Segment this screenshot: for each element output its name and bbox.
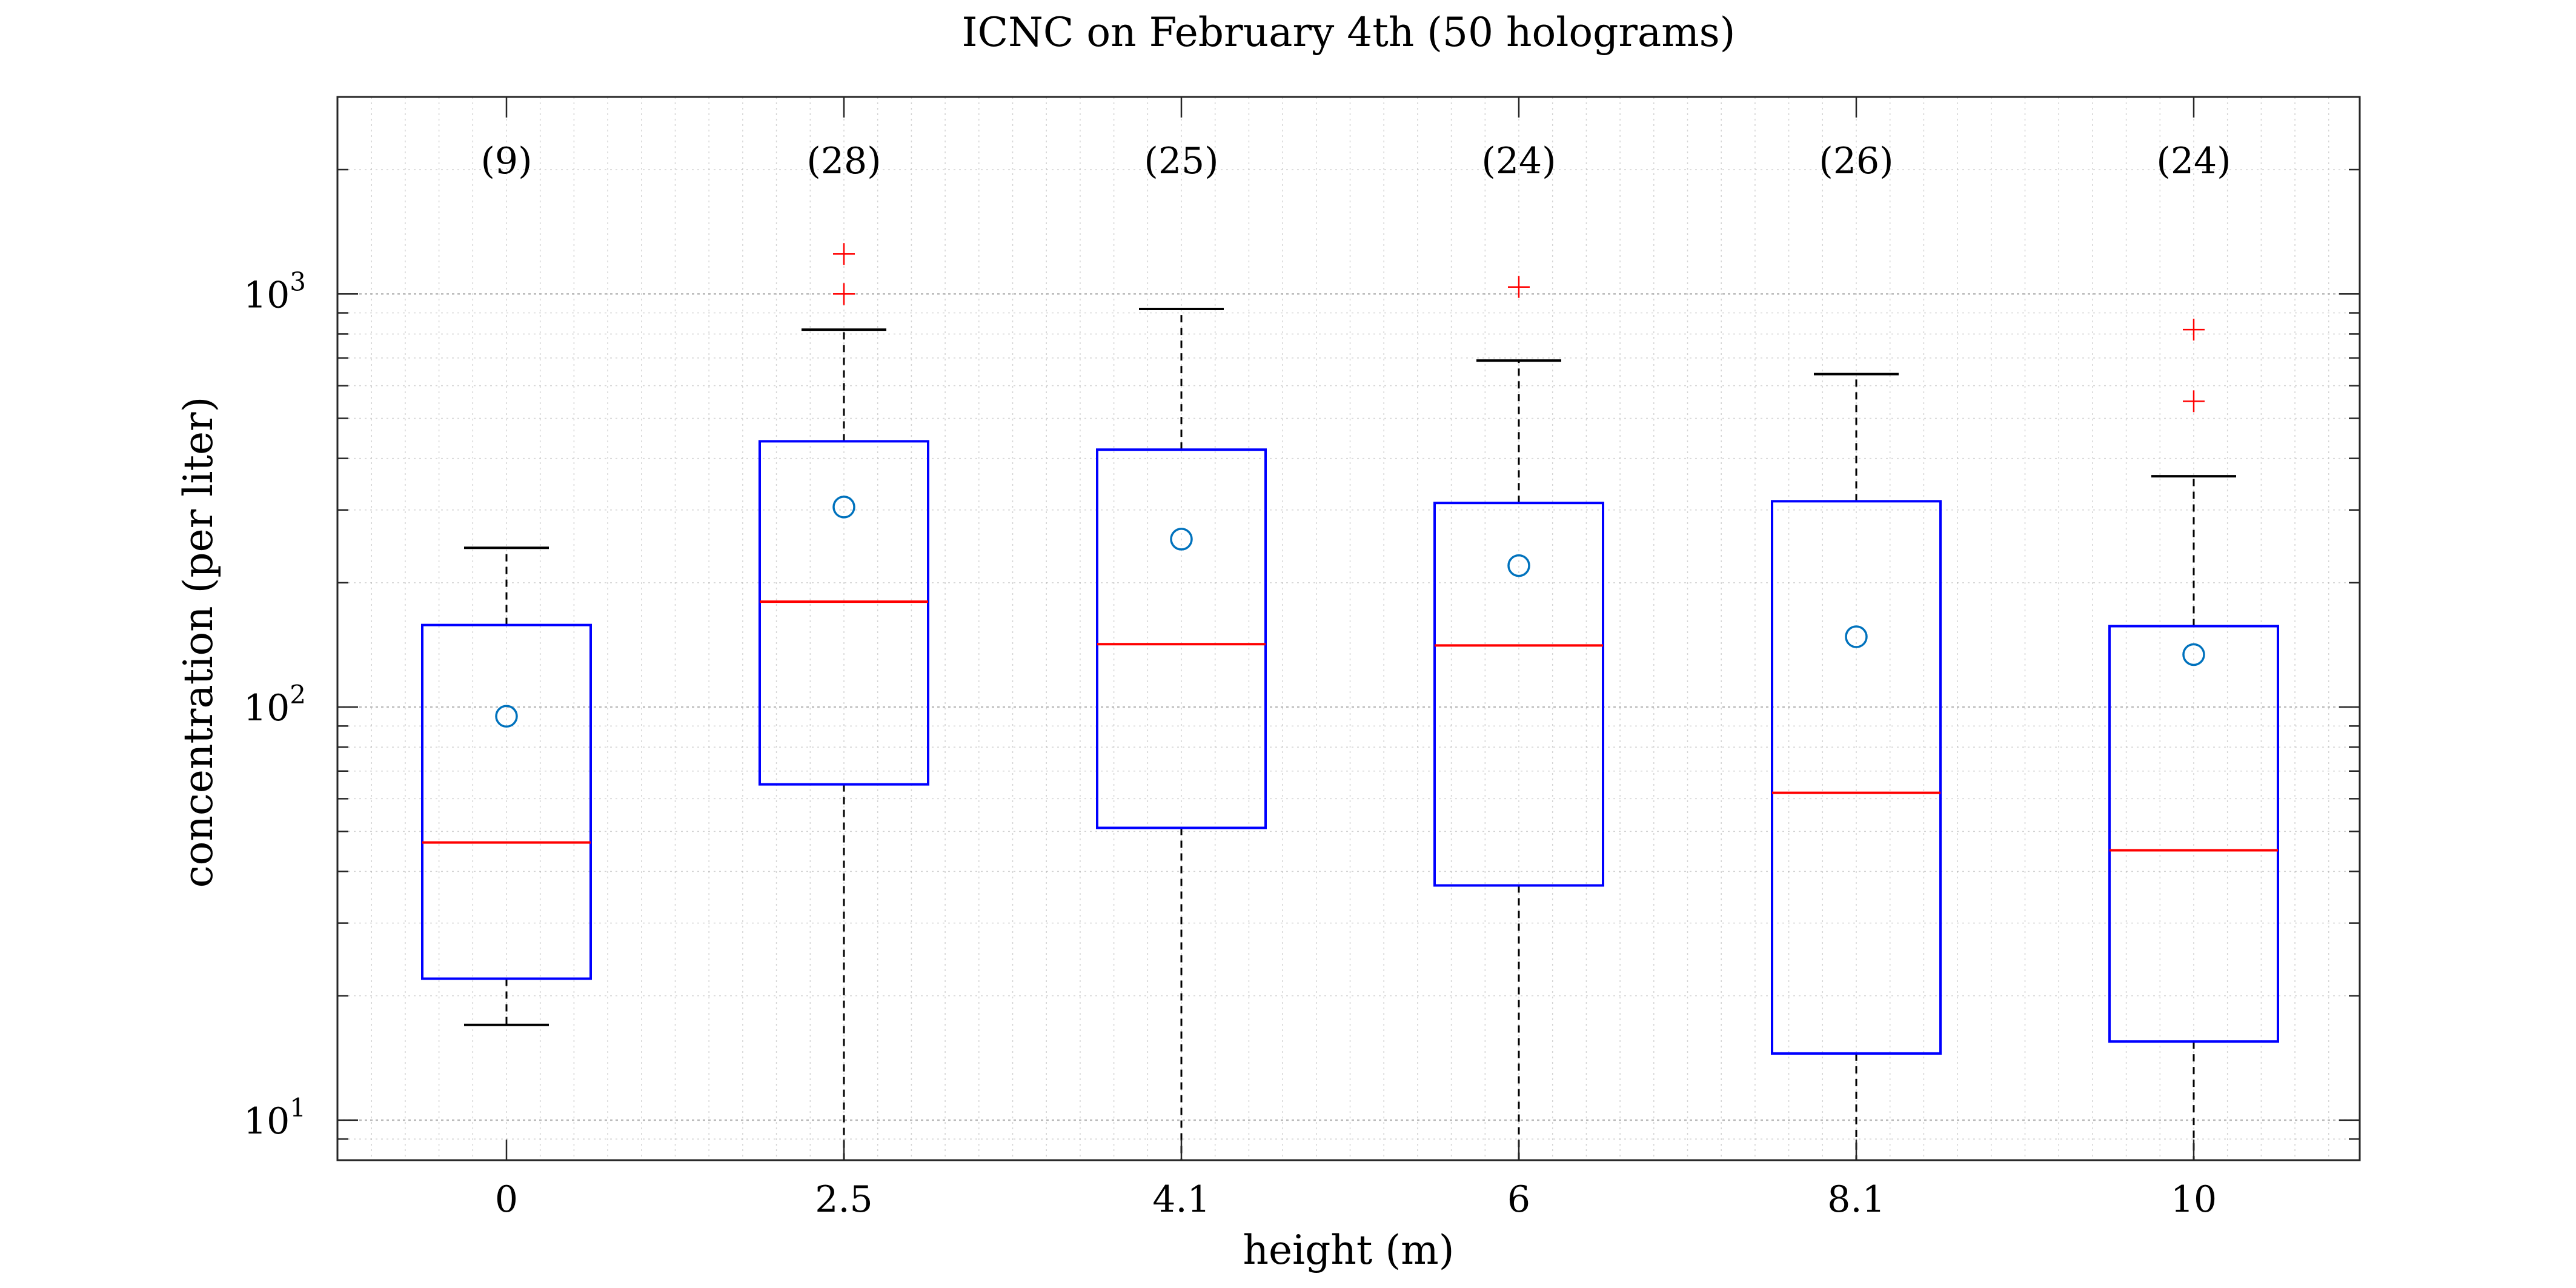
count-label: (24) bbox=[1481, 140, 1556, 182]
mean-marker bbox=[832, 496, 855, 519]
outlier-marker bbox=[2183, 319, 2205, 341]
x-tick-label: 4.1 bbox=[1152, 1178, 1210, 1221]
box-iqr bbox=[1096, 448, 1267, 829]
mean-marker bbox=[2182, 643, 2205, 666]
mean-marker bbox=[1507, 554, 1530, 577]
outlier-marker bbox=[833, 283, 855, 305]
box-iqr bbox=[2108, 625, 2279, 1043]
box-iqr bbox=[1433, 502, 1604, 887]
outlier-marker bbox=[1508, 276, 1530, 298]
y-axis-label: concentration (per liter) bbox=[175, 397, 222, 888]
y-tick-label-base: 10 bbox=[244, 1100, 290, 1143]
y-tick-label-exponent: 3 bbox=[290, 267, 306, 296]
count-label: (24) bbox=[2156, 140, 2231, 182]
y-tick-label-base: 10 bbox=[244, 687, 290, 729]
boxes: (9) (28) (25) (24) (26) (24) bbox=[421, 140, 2279, 1160]
count-label: (28) bbox=[806, 140, 881, 182]
x-tick-label: 2.5 bbox=[815, 1178, 872, 1221]
mean-marker bbox=[1845, 625, 1868, 648]
box-iqr bbox=[759, 440, 929, 786]
count-label: (26) bbox=[1819, 140, 1893, 182]
box-iqr bbox=[1771, 500, 1942, 1055]
y-tick-label: 102 bbox=[244, 680, 306, 729]
outlier-marker bbox=[2183, 390, 2205, 413]
box-iqr bbox=[421, 623, 592, 980]
x-tick-label: 6 bbox=[1507, 1178, 1530, 1221]
plot-frame bbox=[336, 96, 2361, 1161]
y-tick-label-exponent: 2 bbox=[290, 680, 306, 709]
y-tick-label: 101 bbox=[244, 1093, 306, 1143]
count-label: (25) bbox=[1144, 140, 1218, 182]
x-tick-label: 8.1 bbox=[1827, 1178, 1885, 1221]
y-tick-label-base: 10 bbox=[244, 274, 290, 316]
mean-marker bbox=[495, 705, 518, 728]
chart-title: ICNC on February 4th (50 holograms) bbox=[962, 9, 1736, 56]
outlier-marker bbox=[833, 243, 855, 265]
x-tick-label: 0 bbox=[495, 1178, 518, 1221]
x-axis-label: height (m) bbox=[1243, 1227, 1454, 1273]
y-tick-label-exponent: 1 bbox=[290, 1093, 306, 1123]
y-tick-label: 103 bbox=[244, 267, 306, 316]
count-label: (9) bbox=[481, 140, 533, 182]
x-tick-label: 10 bbox=[2171, 1178, 2217, 1221]
mean-marker bbox=[1170, 528, 1193, 551]
